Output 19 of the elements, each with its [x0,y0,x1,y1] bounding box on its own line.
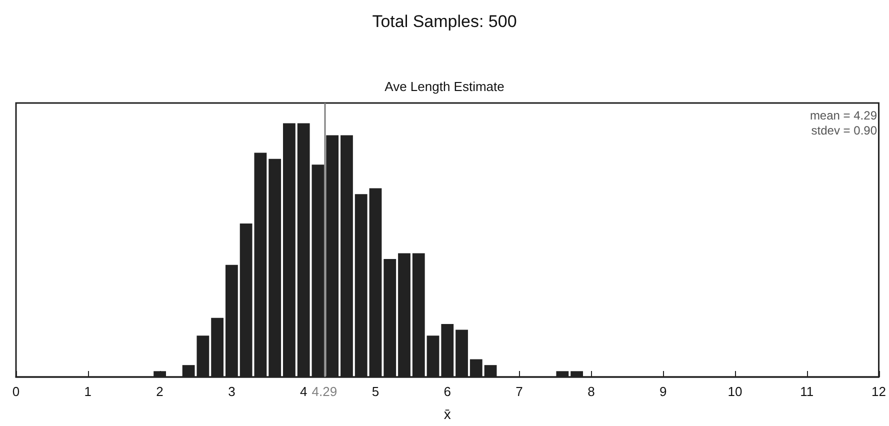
chart-subtitle: Ave Length Estimate [384,79,504,94]
x-tick-label: 5 [372,384,380,399]
x-axis-title: x̄ [444,406,451,422]
ref-line-label: 4.29 [312,384,338,399]
annotation: stdev = 0.90 [811,124,878,138]
x-tick-label: 6 [444,384,451,399]
x-tick-label: 12 [872,384,886,399]
x-tick-label: 11 [800,384,814,399]
x-tick-label: 2 [156,384,164,399]
x-tick-label: 4 [300,384,308,399]
text: mean = 4.29 [810,108,878,122]
x-tick-label: 3 [228,384,236,399]
x-tick-label: 10 [728,384,742,399]
x-tick-label: 0 [12,384,20,399]
x-tick-label: 7 [516,384,523,399]
chart-title: Total Samples: 500 [372,12,517,31]
x-tick-label: 8 [588,384,595,399]
x-tick-label: 9 [659,384,667,399]
x-tick-label: 1 [84,384,92,399]
